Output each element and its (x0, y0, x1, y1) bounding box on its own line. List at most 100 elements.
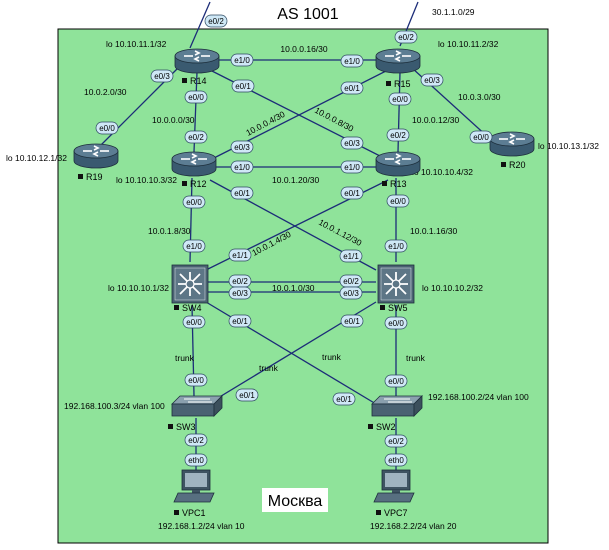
port-sw5-e01[interactable]: e0/1 (340, 314, 364, 328)
port-r15-e10[interactable]: e1/0 (340, 54, 364, 68)
port-label: e0/3 (154, 72, 170, 81)
port-sw3-e00[interactable]: e0/0 (184, 373, 208, 387)
port-sw4-e03[interactable]: e0/3 (228, 286, 252, 300)
node-status-square (168, 424, 173, 429)
node-sw3[interactable]: SW3 (168, 395, 223, 432)
node-name-label: R14 (190, 76, 207, 86)
node-r15[interactable]: R15 (375, 48, 421, 89)
port-label: e1/0 (186, 242, 202, 251)
port-r14-e10[interactable]: e1/0 (230, 53, 254, 67)
port-r14-e00[interactable]: e0/0 (184, 90, 208, 104)
port-label: e0/1 (234, 189, 250, 198)
port-r13-e10[interactable]: e1/0 (340, 160, 364, 174)
node-r20[interactable]: R20 (489, 131, 535, 170)
port-sw5-e10[interactable]: e1/0 (384, 239, 408, 253)
ports-group: e0/2 e1/0 e0/1 e0/3 e0/0 e0/2 e1/0 e0/1 e0/3 e0/0… (95, 14, 493, 467)
port-label: e0/3 (343, 289, 359, 298)
port-label: e0/3 (344, 139, 360, 148)
node-name-label: R15 (394, 79, 411, 89)
port-sw5-e02[interactable]: e0/2 (339, 274, 363, 288)
sw4-loopback: lo 10.10.10.1/32 (108, 283, 169, 293)
router-icon (174, 48, 220, 74)
port-r13-e03[interactable]: e0/3 (340, 136, 364, 150)
port-sw4-e00[interactable]: e0/0 (182, 315, 206, 329)
port-r12-e10[interactable]: e1/0 (230, 160, 254, 174)
port-label: e0/1 (239, 391, 255, 400)
port-sw4-e11[interactable]: e1/1 (228, 248, 252, 262)
port-sw2-e00[interactable]: e0/0 (384, 374, 408, 388)
vpc7-address: 192.168.2.2/24 vlan 20 (370, 521, 457, 531)
subnet-uplink-r15: 30.1.1.0/29 (432, 7, 475, 17)
node-name-label: SW3 (176, 422, 196, 432)
node-status-square (182, 78, 187, 83)
subnet-r12-r13: 10.0.1.20/30 (272, 175, 320, 185)
node-status-square (380, 305, 385, 310)
port-sw5-e03[interactable]: e0/3 (339, 286, 363, 300)
port-label: e0/2 (188, 133, 204, 142)
port-sw3-e02[interactable]: e0/2 (184, 433, 208, 447)
port-label: e0/0 (388, 377, 404, 386)
port-sw2-e02[interactable]: e0/2 (384, 434, 408, 448)
port-label: e0/1 (344, 317, 360, 326)
port-label: e1/1 (343, 252, 359, 261)
port-sw3-e01[interactable]: e0/1 (235, 388, 259, 402)
subnet-sw4-sw5: 10.0.1.0/30 (272, 283, 315, 293)
node-sw2[interactable]: SW2 (368, 395, 423, 432)
port-r13-e01[interactable]: e0/1 (340, 186, 364, 200)
port-r12-e03[interactable]: e0/3 (230, 140, 254, 154)
trunk-sw4-sw2: trunk (322, 352, 342, 362)
node-sw4[interactable]: SW4 (171, 264, 209, 313)
r20-loopback: lo 10.10.13.1/32 (538, 141, 599, 151)
port-label: e0/1 (232, 317, 248, 326)
port-sw4-e01[interactable]: e0/1 (228, 314, 252, 328)
trunk-sw5-sw2: trunk (406, 353, 426, 363)
node-status-square (368, 424, 373, 429)
port-r15-top[interactable]: e0/2 (394, 30, 418, 44)
port-sw5-e00[interactable]: e0/0 (384, 316, 408, 330)
port-r14-e03[interactable]: e0/3 (150, 69, 174, 83)
port-sw4-e10[interactable]: e1/0 (182, 239, 206, 253)
port-r15-e00[interactable]: e0/0 (388, 92, 412, 106)
router-icon (375, 48, 421, 74)
port-label: eth0 (188, 456, 204, 465)
router-icon (489, 131, 535, 157)
port-r13-e02[interactable]: e0/2 (386, 128, 410, 142)
port-sw2-e01[interactable]: e0/1 (332, 392, 356, 406)
port-label: e0/0 (392, 95, 408, 104)
subnet-r12-sw4: 10.0.1.8/30 (148, 226, 191, 236)
port-label: e0/3 (234, 143, 250, 152)
vpc1-address: 192.168.1.2/24 vlan 10 (158, 521, 245, 531)
port-r13-e00[interactable]: e0/0 (386, 194, 410, 208)
port-r12-e01[interactable]: e0/1 (230, 186, 254, 200)
port-label: e1/1 (232, 251, 248, 260)
node-r12[interactable]: R12 (171, 151, 217, 189)
node-r14[interactable]: R14 (174, 48, 220, 86)
node-name-label: R12 (190, 179, 207, 189)
port-label: e1/0 (344, 163, 360, 172)
node-status-square (501, 162, 506, 167)
port-sw5-e11[interactable]: e1/1 (339, 249, 363, 263)
node-vpc1[interactable]: VPC1 (173, 469, 215, 518)
port-label: e1/0 (388, 242, 404, 251)
port-r14-e01[interactable]: e0/1 (231, 79, 255, 93)
node-vpc7[interactable]: VPC7 (373, 469, 415, 518)
pc-icon (173, 469, 215, 503)
r19-loopback: lo 10.10.12.1/32 (6, 153, 67, 163)
trunk-sw4-sw3: trunk (175, 353, 195, 363)
port-r12-e02[interactable]: e0/2 (184, 130, 208, 144)
port-r14-top[interactable]: e0/2 (204, 14, 228, 28)
port-r20-e00[interactable]: e0/0 (469, 130, 493, 144)
node-r19[interactable]: R19 (73, 143, 119, 182)
node-status-square (78, 174, 83, 179)
port-r15-e01[interactable]: e0/1 (340, 81, 364, 95)
port-sw4-e02[interactable]: e0/2 (228, 274, 252, 288)
port-vpc7-eth0[interactable]: eth0 (384, 453, 408, 467)
port-r19-e00[interactable]: e0/0 (95, 121, 119, 135)
node-name-label: SW2 (376, 422, 396, 432)
port-r12-e00[interactable]: e0/0 (182, 195, 206, 209)
node-sw5[interactable]: SW5 (377, 264, 415, 313)
node-name-label: VPC1 (182, 508, 206, 518)
node-r13[interactable]: R13 (375, 151, 421, 189)
port-vpc1-eth0[interactable]: eth0 (184, 453, 208, 467)
port-r15-e03[interactable]: e0/3 (420, 73, 444, 87)
